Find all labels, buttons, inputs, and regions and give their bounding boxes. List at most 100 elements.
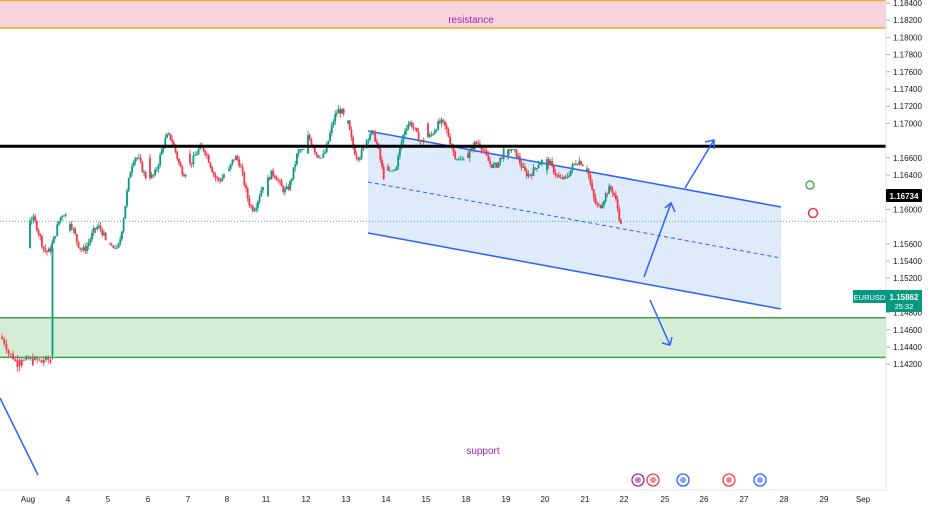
channel-upper-line[interactable] <box>367 130 782 208</box>
candle-body <box>324 152 326 154</box>
time-axis-panel[interactable] <box>0 490 933 514</box>
candle-body <box>410 122 413 127</box>
candle-body <box>615 195 617 200</box>
candle-body <box>285 186 288 189</box>
resistance-label: resistance <box>448 15 494 26</box>
candle-body <box>392 170 394 172</box>
candle-body <box>257 201 259 208</box>
price-axis-panel[interactable] <box>886 0 933 490</box>
support-zone <box>0 317 886 358</box>
candle-body <box>155 169 158 171</box>
candle-body <box>34 216 36 221</box>
candle-body <box>154 169 156 176</box>
time-tick-label: 18 <box>462 495 471 504</box>
candle-body <box>388 170 391 172</box>
candle-body <box>537 164 540 169</box>
candle-body <box>260 190 263 197</box>
last-price-tag <box>886 290 922 312</box>
candle-body <box>532 167 535 177</box>
candle-body <box>136 157 139 159</box>
wedge-line[interactable] <box>0 397 39 476</box>
time-tick-label: 11 <box>262 495 271 504</box>
candle-body <box>75 234 78 242</box>
candle-body <box>517 156 520 158</box>
arrow-down[interactable] <box>649 299 671 346</box>
candle-body <box>192 155 195 165</box>
candle-body <box>231 159 234 164</box>
candle-body <box>376 141 378 144</box>
candle-body <box>268 177 271 180</box>
arrow-up-short[interactable] <box>643 202 672 278</box>
candle-body <box>194 155 196 156</box>
candle-body <box>161 148 163 155</box>
price-tick-label: 1.17400 <box>893 85 922 94</box>
candle-body <box>1 336 3 340</box>
candle-body <box>167 133 170 135</box>
time-tick-label: 7 <box>186 495 191 504</box>
candle-body <box>432 133 434 135</box>
candle-body <box>297 149 300 154</box>
red-circle-icon[interactable] <box>807 207 819 219</box>
candle-body <box>3 339 6 344</box>
candle-body <box>501 157 503 159</box>
candle-body <box>284 188 286 193</box>
candle-body <box>598 204 600 206</box>
candle-body <box>430 134 433 136</box>
candle-body <box>212 172 215 175</box>
candle-body <box>437 121 440 130</box>
candle-body <box>221 177 224 182</box>
arrow-up-long[interactable] <box>684 139 715 189</box>
candle-body <box>428 134 431 138</box>
time-tick-label: 27 <box>740 495 749 504</box>
green-circle-icon[interactable] <box>805 180 815 190</box>
channel-lower-line[interactable] <box>367 232 782 310</box>
price-tick-label: 1.16600 <box>893 154 922 163</box>
price-tick-label: 1.18000 <box>893 33 922 42</box>
candle-body <box>251 206 254 211</box>
candle-body <box>234 156 237 160</box>
candle-body <box>184 175 187 177</box>
candle-body <box>54 235 57 237</box>
candle-body <box>179 162 182 168</box>
candle-body <box>409 122 411 125</box>
candle-body <box>362 146 365 150</box>
candle-body <box>370 130 373 135</box>
candle-body <box>248 198 251 206</box>
candle-body <box>308 135 311 140</box>
candle-body <box>37 230 40 235</box>
candle-body <box>127 177 130 191</box>
candle-body <box>183 174 185 177</box>
candle-body <box>141 161 144 173</box>
candle-body <box>258 196 261 202</box>
candle-body <box>275 177 278 181</box>
price-tick-label: 1.14800 <box>893 309 922 318</box>
candle-body <box>350 129 353 138</box>
candle-body <box>462 159 465 161</box>
candle-body <box>44 247 47 251</box>
candle-body <box>94 227 97 230</box>
candle-body <box>109 243 111 245</box>
candle-body <box>559 177 562 179</box>
candle-body <box>457 159 460 161</box>
candle-body <box>568 175 570 177</box>
candle-body <box>164 137 167 147</box>
time-tick-label: 28 <box>780 495 789 504</box>
candle-body <box>34 358 36 360</box>
candle-body <box>139 157 142 162</box>
candle-body <box>42 359 45 364</box>
candle-body <box>176 151 179 159</box>
candle-body <box>522 166 525 168</box>
candle-body <box>290 178 293 181</box>
candle-body <box>381 159 383 167</box>
candle-body <box>149 157 151 178</box>
time-tick-label: 15 <box>422 495 431 504</box>
candle-body <box>174 144 177 152</box>
candle-body <box>322 153 325 158</box>
candle-body <box>270 170 273 180</box>
candle-body <box>307 135 309 154</box>
candle-body <box>339 109 342 114</box>
candle-body <box>121 231 123 240</box>
time-tick-label: 4 <box>66 495 71 504</box>
candle-body <box>507 149 509 157</box>
